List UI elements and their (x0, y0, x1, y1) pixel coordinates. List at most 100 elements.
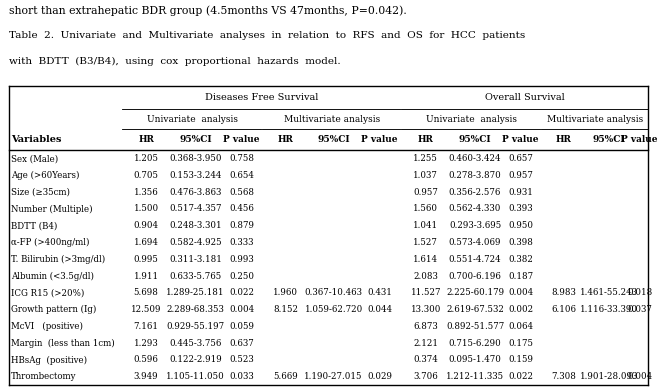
Text: 0.022: 0.022 (508, 372, 533, 381)
Text: 0.250: 0.250 (229, 272, 254, 280)
Text: 0.573-4.069: 0.573-4.069 (449, 238, 501, 247)
Text: 0.398: 0.398 (508, 238, 533, 247)
Text: 0.033: 0.033 (229, 372, 254, 381)
Text: 0.159: 0.159 (508, 356, 533, 364)
Text: α-FP (>400ng/ml): α-FP (>400ng/ml) (11, 238, 89, 247)
Text: 1.041: 1.041 (413, 221, 438, 230)
Text: 0.002: 0.002 (508, 305, 533, 314)
Text: Growth pattern (Ig): Growth pattern (Ig) (11, 305, 97, 314)
Text: Sex (Male): Sex (Male) (11, 154, 58, 163)
Text: 0.187: 0.187 (508, 272, 533, 280)
Text: 2.619-67.532: 2.619-67.532 (446, 305, 504, 314)
Text: McVI   (positive): McVI (positive) (11, 322, 83, 331)
Text: 7.161: 7.161 (133, 322, 158, 331)
Text: 0.004: 0.004 (508, 288, 533, 297)
Text: 3.949: 3.949 (134, 372, 158, 381)
Text: P value: P value (622, 135, 657, 144)
Text: 1.205: 1.205 (133, 154, 158, 163)
Text: with  BDTT  (B3/B4),  using  cox  proportional  hazards  model.: with BDTT (B3/B4), using cox proportiona… (9, 56, 340, 65)
Text: 0.892-51.577: 0.892-51.577 (446, 322, 504, 331)
Text: 0.059: 0.059 (229, 322, 254, 331)
Text: 0.382: 0.382 (508, 255, 533, 264)
Text: 0.153-3.244: 0.153-3.244 (170, 171, 221, 180)
Text: 0.367-10.463: 0.367-10.463 (305, 288, 363, 297)
Text: 1.527: 1.527 (413, 238, 438, 247)
Text: 0.022: 0.022 (229, 288, 254, 297)
Text: 0.993: 0.993 (229, 255, 254, 264)
Text: 2.225-60.179: 2.225-60.179 (446, 288, 504, 297)
Text: 1.461-55.243: 1.461-55.243 (579, 288, 638, 297)
Text: Age (>60Years): Age (>60Years) (11, 171, 79, 180)
Text: 2.121: 2.121 (413, 339, 438, 348)
Text: 0.562-4.330: 0.562-4.330 (449, 205, 501, 214)
Text: 0.044: 0.044 (367, 305, 392, 314)
Text: 0.445-3.756: 0.445-3.756 (170, 339, 221, 348)
Text: 1.255: 1.255 (413, 154, 438, 163)
Text: P value: P value (361, 135, 398, 144)
Text: 0.356-2.576: 0.356-2.576 (449, 188, 501, 197)
Text: 0.064: 0.064 (508, 322, 533, 331)
Text: Size (≥35cm): Size (≥35cm) (11, 188, 70, 197)
Text: 0.879: 0.879 (229, 221, 254, 230)
Text: 1.037: 1.037 (413, 171, 438, 180)
Text: Multivariate analysis: Multivariate analysis (547, 115, 643, 124)
Text: 0.904: 0.904 (133, 221, 158, 230)
Text: 0.018: 0.018 (627, 288, 652, 297)
Text: 0.523: 0.523 (229, 356, 254, 364)
Text: P value: P value (502, 135, 539, 144)
Text: 0.431: 0.431 (367, 288, 392, 297)
Text: Thrombectomy: Thrombectomy (11, 372, 77, 381)
Text: 7.308: 7.308 (552, 372, 576, 381)
Text: 1.560: 1.560 (413, 205, 438, 214)
Text: 1.901-28.093: 1.901-28.093 (579, 372, 638, 381)
Text: 95%CI: 95%CI (593, 135, 625, 144)
Text: 6.106: 6.106 (551, 305, 576, 314)
Text: 0.705: 0.705 (133, 171, 158, 180)
Text: 0.633-5.765: 0.633-5.765 (170, 272, 221, 280)
Text: 0.957: 0.957 (508, 171, 533, 180)
Text: Univariate  analysis: Univariate analysis (426, 115, 516, 124)
Text: 1.960: 1.960 (273, 288, 298, 297)
Text: 13.300: 13.300 (411, 305, 441, 314)
Text: 2.289-68.353: 2.289-68.353 (166, 305, 224, 314)
Text: 5.669: 5.669 (273, 372, 298, 381)
Text: HR: HR (418, 135, 434, 144)
Text: 0.175: 0.175 (508, 339, 533, 348)
Text: 1.105-11.050: 1.105-11.050 (166, 372, 225, 381)
Text: Number (Multiple): Number (Multiple) (11, 205, 93, 214)
Text: 0.004: 0.004 (229, 305, 254, 314)
Text: 0.517-4.357: 0.517-4.357 (169, 205, 221, 214)
Text: Multivariate analysis: Multivariate analysis (284, 115, 380, 124)
Text: 8.983: 8.983 (552, 288, 576, 297)
Text: 95%CI: 95%CI (179, 135, 212, 144)
Text: 1.059-62.720: 1.059-62.720 (304, 305, 363, 314)
Text: 0.122-2.919: 0.122-2.919 (169, 356, 222, 364)
Text: 1.356: 1.356 (134, 188, 158, 197)
Text: 0.460-3.424: 0.460-3.424 (449, 154, 501, 163)
Text: 11.527: 11.527 (411, 288, 441, 297)
Text: 1.694: 1.694 (133, 238, 158, 247)
Text: 0.293-3.695: 0.293-3.695 (449, 221, 501, 230)
Text: 0.029: 0.029 (367, 372, 392, 381)
Text: 1.116-33.390: 1.116-33.390 (579, 305, 638, 314)
Text: 0.931: 0.931 (508, 188, 533, 197)
Text: 0.995: 0.995 (133, 255, 158, 264)
Text: 0.248-3.301: 0.248-3.301 (169, 221, 221, 230)
Text: 1.500: 1.500 (133, 205, 159, 214)
Text: HBsAg  (positive): HBsAg (positive) (11, 356, 87, 364)
Text: 0.004: 0.004 (627, 372, 652, 381)
Text: 0.456: 0.456 (229, 205, 254, 214)
Text: 0.311-3.181: 0.311-3.181 (169, 255, 222, 264)
Text: 1.289-25.181: 1.289-25.181 (166, 288, 225, 297)
Text: 0.596: 0.596 (133, 356, 158, 364)
Text: HR: HR (138, 135, 154, 144)
Text: 2.083: 2.083 (413, 272, 438, 280)
Text: 1.190-27.015: 1.190-27.015 (304, 372, 363, 381)
Text: 0.957: 0.957 (413, 188, 438, 197)
Text: Margin  (less than 1cm): Margin (less than 1cm) (11, 338, 115, 348)
Text: 0.095-1.470: 0.095-1.470 (449, 356, 501, 364)
Text: 0.568: 0.568 (229, 188, 254, 197)
Text: 95%CI: 95%CI (317, 135, 350, 144)
Text: 5.698: 5.698 (133, 288, 158, 297)
Text: 95%CI: 95%CI (459, 135, 491, 144)
